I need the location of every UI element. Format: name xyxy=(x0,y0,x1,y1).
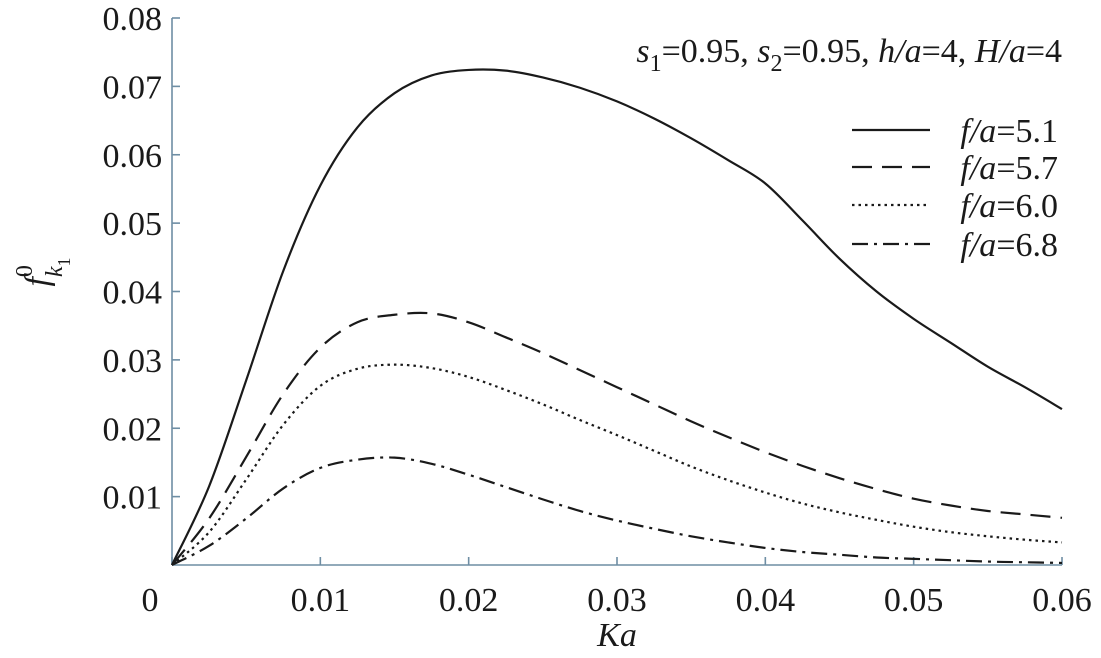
legend: f/a=5.1f/a=5.7f/a=6.0f/a=6.8 xyxy=(852,113,1058,264)
y-label-subsub: 1 xyxy=(54,257,74,266)
series-line-dashdot xyxy=(171,456,1063,566)
x-ticks: 0 0.01 0.02 0.03 0.04 0.05 0.06 xyxy=(142,557,1092,619)
y-label-sup: 0 xyxy=(12,265,38,277)
legend-label: f/a=5.7 xyxy=(960,150,1058,187)
legend-label: f/a=5.1 xyxy=(960,113,1058,150)
legend-label: f/a=6.0 xyxy=(960,188,1058,225)
x-tick-label: 0.01 xyxy=(291,582,351,619)
chart-title: s1=0.95, s2=0.95, h/a=4, H/a=4 xyxy=(636,33,1062,77)
series-line-dotted xyxy=(171,363,1063,566)
y-tick-label: 0.05 xyxy=(103,206,163,243)
y-tick-label: 0.07 xyxy=(103,69,163,106)
y-axis-label: f0 k1 xyxy=(12,257,74,286)
y-tick-label: 0.06 xyxy=(103,138,163,175)
y-ticks: 0.01 0.02 0.03 0.04 0.05 0.06 0.07 0.08 xyxy=(103,1,180,517)
y-tick-label: 0.08 xyxy=(103,1,163,38)
y-tick-label: 0.03 xyxy=(103,343,163,380)
series-line-solid xyxy=(171,68,1063,566)
y-tick-label: 0.02 xyxy=(103,411,163,448)
axes xyxy=(171,18,1062,566)
x-axis-label: Ka xyxy=(596,617,637,654)
x-tick-label: 0.03 xyxy=(587,582,647,619)
x-tick-label: 0.04 xyxy=(736,582,796,619)
series-group xyxy=(171,68,1063,566)
x-tick-label: 0.02 xyxy=(439,582,499,619)
x-tick-label: 0 xyxy=(142,582,159,619)
legend-label: f/a=6.8 xyxy=(960,227,1058,264)
x-tick-label: 0.05 xyxy=(884,582,944,619)
y-tick-label: 0.04 xyxy=(103,275,163,312)
y-tick-label: 0.01 xyxy=(103,480,163,517)
y-label-sub: k xyxy=(42,266,68,277)
x-tick-label: 0.06 xyxy=(1032,582,1092,619)
series-line-dashed xyxy=(171,311,1063,566)
